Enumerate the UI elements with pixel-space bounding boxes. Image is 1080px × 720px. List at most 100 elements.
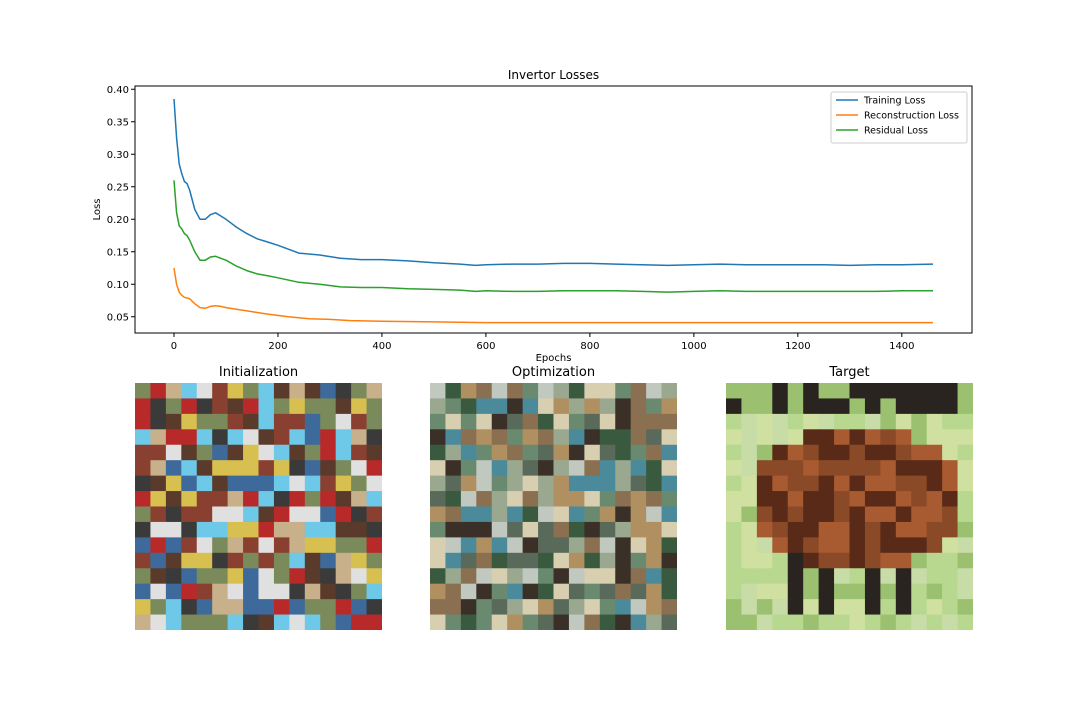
pixel — [135, 537, 152, 554]
pixel — [150, 614, 167, 630]
pixel — [818, 552, 835, 569]
pixel — [196, 521, 213, 538]
pixel — [568, 383, 585, 400]
pixel — [942, 398, 959, 415]
pixel — [756, 475, 773, 492]
pixel — [661, 460, 677, 477]
pixel — [289, 552, 306, 569]
pixel — [661, 383, 677, 400]
pixel — [258, 537, 275, 554]
pixel — [834, 568, 851, 585]
pixel — [646, 460, 663, 477]
pixel — [491, 583, 508, 600]
pixel — [320, 537, 337, 554]
pixel — [568, 521, 585, 538]
pixel — [787, 568, 804, 585]
pixel — [926, 537, 943, 554]
pixel — [818, 568, 835, 585]
pixel — [911, 599, 928, 616]
pixel — [911, 583, 928, 600]
pixel — [646, 599, 663, 616]
pixel — [864, 583, 881, 600]
pixel — [818, 537, 835, 554]
pixel — [445, 444, 462, 461]
pixel — [460, 460, 477, 477]
pixel — [196, 398, 213, 415]
pixel — [460, 614, 477, 630]
pixel — [212, 568, 229, 585]
pixel — [756, 614, 773, 630]
pixel — [165, 460, 182, 477]
pixel — [243, 429, 260, 446]
pixel — [942, 599, 959, 616]
pixel — [756, 429, 773, 446]
pixel — [289, 568, 306, 585]
image-title-initialization: Initialization — [218, 365, 299, 380]
pixel — [756, 599, 773, 616]
pixel — [630, 413, 647, 430]
pixel — [430, 568, 447, 585]
pixel — [615, 475, 632, 492]
pixel — [584, 537, 601, 554]
pixel — [227, 413, 244, 430]
pixel — [553, 537, 570, 554]
pixel — [756, 537, 773, 554]
pixel — [630, 491, 647, 508]
pixel — [615, 506, 632, 523]
pixel — [460, 444, 477, 461]
pixel — [911, 537, 928, 554]
pixel — [756, 506, 773, 523]
pixel — [150, 552, 167, 569]
pixel — [834, 444, 851, 461]
pixel — [227, 568, 244, 585]
pixel — [787, 460, 804, 477]
pixel — [772, 583, 789, 600]
series-line-training-loss — [173, 98, 934, 267]
pixel — [864, 491, 881, 508]
pixel — [165, 475, 182, 492]
pixel — [787, 552, 804, 569]
pixel — [756, 552, 773, 569]
pixel — [522, 398, 539, 415]
pixel — [803, 599, 820, 616]
pixel — [227, 491, 244, 508]
pixel — [741, 475, 758, 492]
pixel — [957, 383, 973, 400]
legend-label: Residual Loss — [864, 126, 928, 137]
pixel — [304, 599, 321, 616]
pixel — [646, 444, 663, 461]
pixel — [476, 552, 493, 569]
pixel — [430, 521, 447, 538]
pixel — [366, 521, 382, 538]
pixel — [538, 552, 555, 569]
pixel — [926, 614, 943, 630]
pixel — [212, 599, 229, 616]
pixel — [320, 383, 337, 400]
pixel — [335, 537, 352, 554]
pixel — [273, 583, 290, 600]
pixel — [741, 398, 758, 415]
pixel — [227, 583, 244, 600]
pixel — [351, 614, 368, 630]
pixel — [818, 599, 835, 616]
pixel — [646, 383, 663, 400]
series-line-reconstruction-loss — [173, 267, 933, 324]
pixel — [538, 475, 555, 492]
pixel — [135, 398, 152, 415]
pixel — [181, 383, 198, 400]
pixel — [335, 491, 352, 508]
pixel — [476, 491, 493, 508]
pixel — [818, 444, 835, 461]
pixel — [911, 383, 928, 400]
pixel — [926, 429, 943, 446]
pixel — [568, 537, 585, 554]
pixel — [476, 413, 493, 430]
pixel — [926, 506, 943, 523]
pixel — [258, 568, 275, 585]
pixel — [849, 552, 866, 569]
pixel — [507, 614, 524, 630]
pixel — [942, 460, 959, 477]
pixel — [553, 552, 570, 569]
pixel — [491, 521, 508, 538]
pixel — [630, 398, 647, 415]
